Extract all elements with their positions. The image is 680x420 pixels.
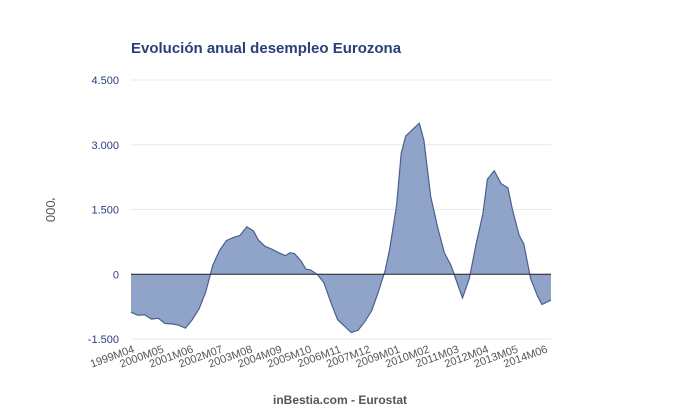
y-tick-label: 3.000: [91, 140, 119, 152]
x-axis: 1999M042000M052001M062002M072003M082004M…: [89, 344, 549, 371]
y-tick-label: 1.500: [91, 205, 119, 217]
y-tick-label: 0: [113, 269, 119, 281]
y-axis-label: '000: [43, 198, 58, 222]
y-axis: -1.500 0 1.500 3.000 4.500: [88, 75, 119, 346]
chart-title: Evolución anual desempleo Eurozona: [131, 40, 402, 57]
series-area: [131, 123, 551, 333]
source-label: inBestia.com - Eurostat: [273, 393, 407, 407]
y-tick-label: 4.500: [91, 75, 119, 87]
series-line: [130, 122, 552, 334]
y-tick-label: -1.500: [88, 334, 119, 346]
